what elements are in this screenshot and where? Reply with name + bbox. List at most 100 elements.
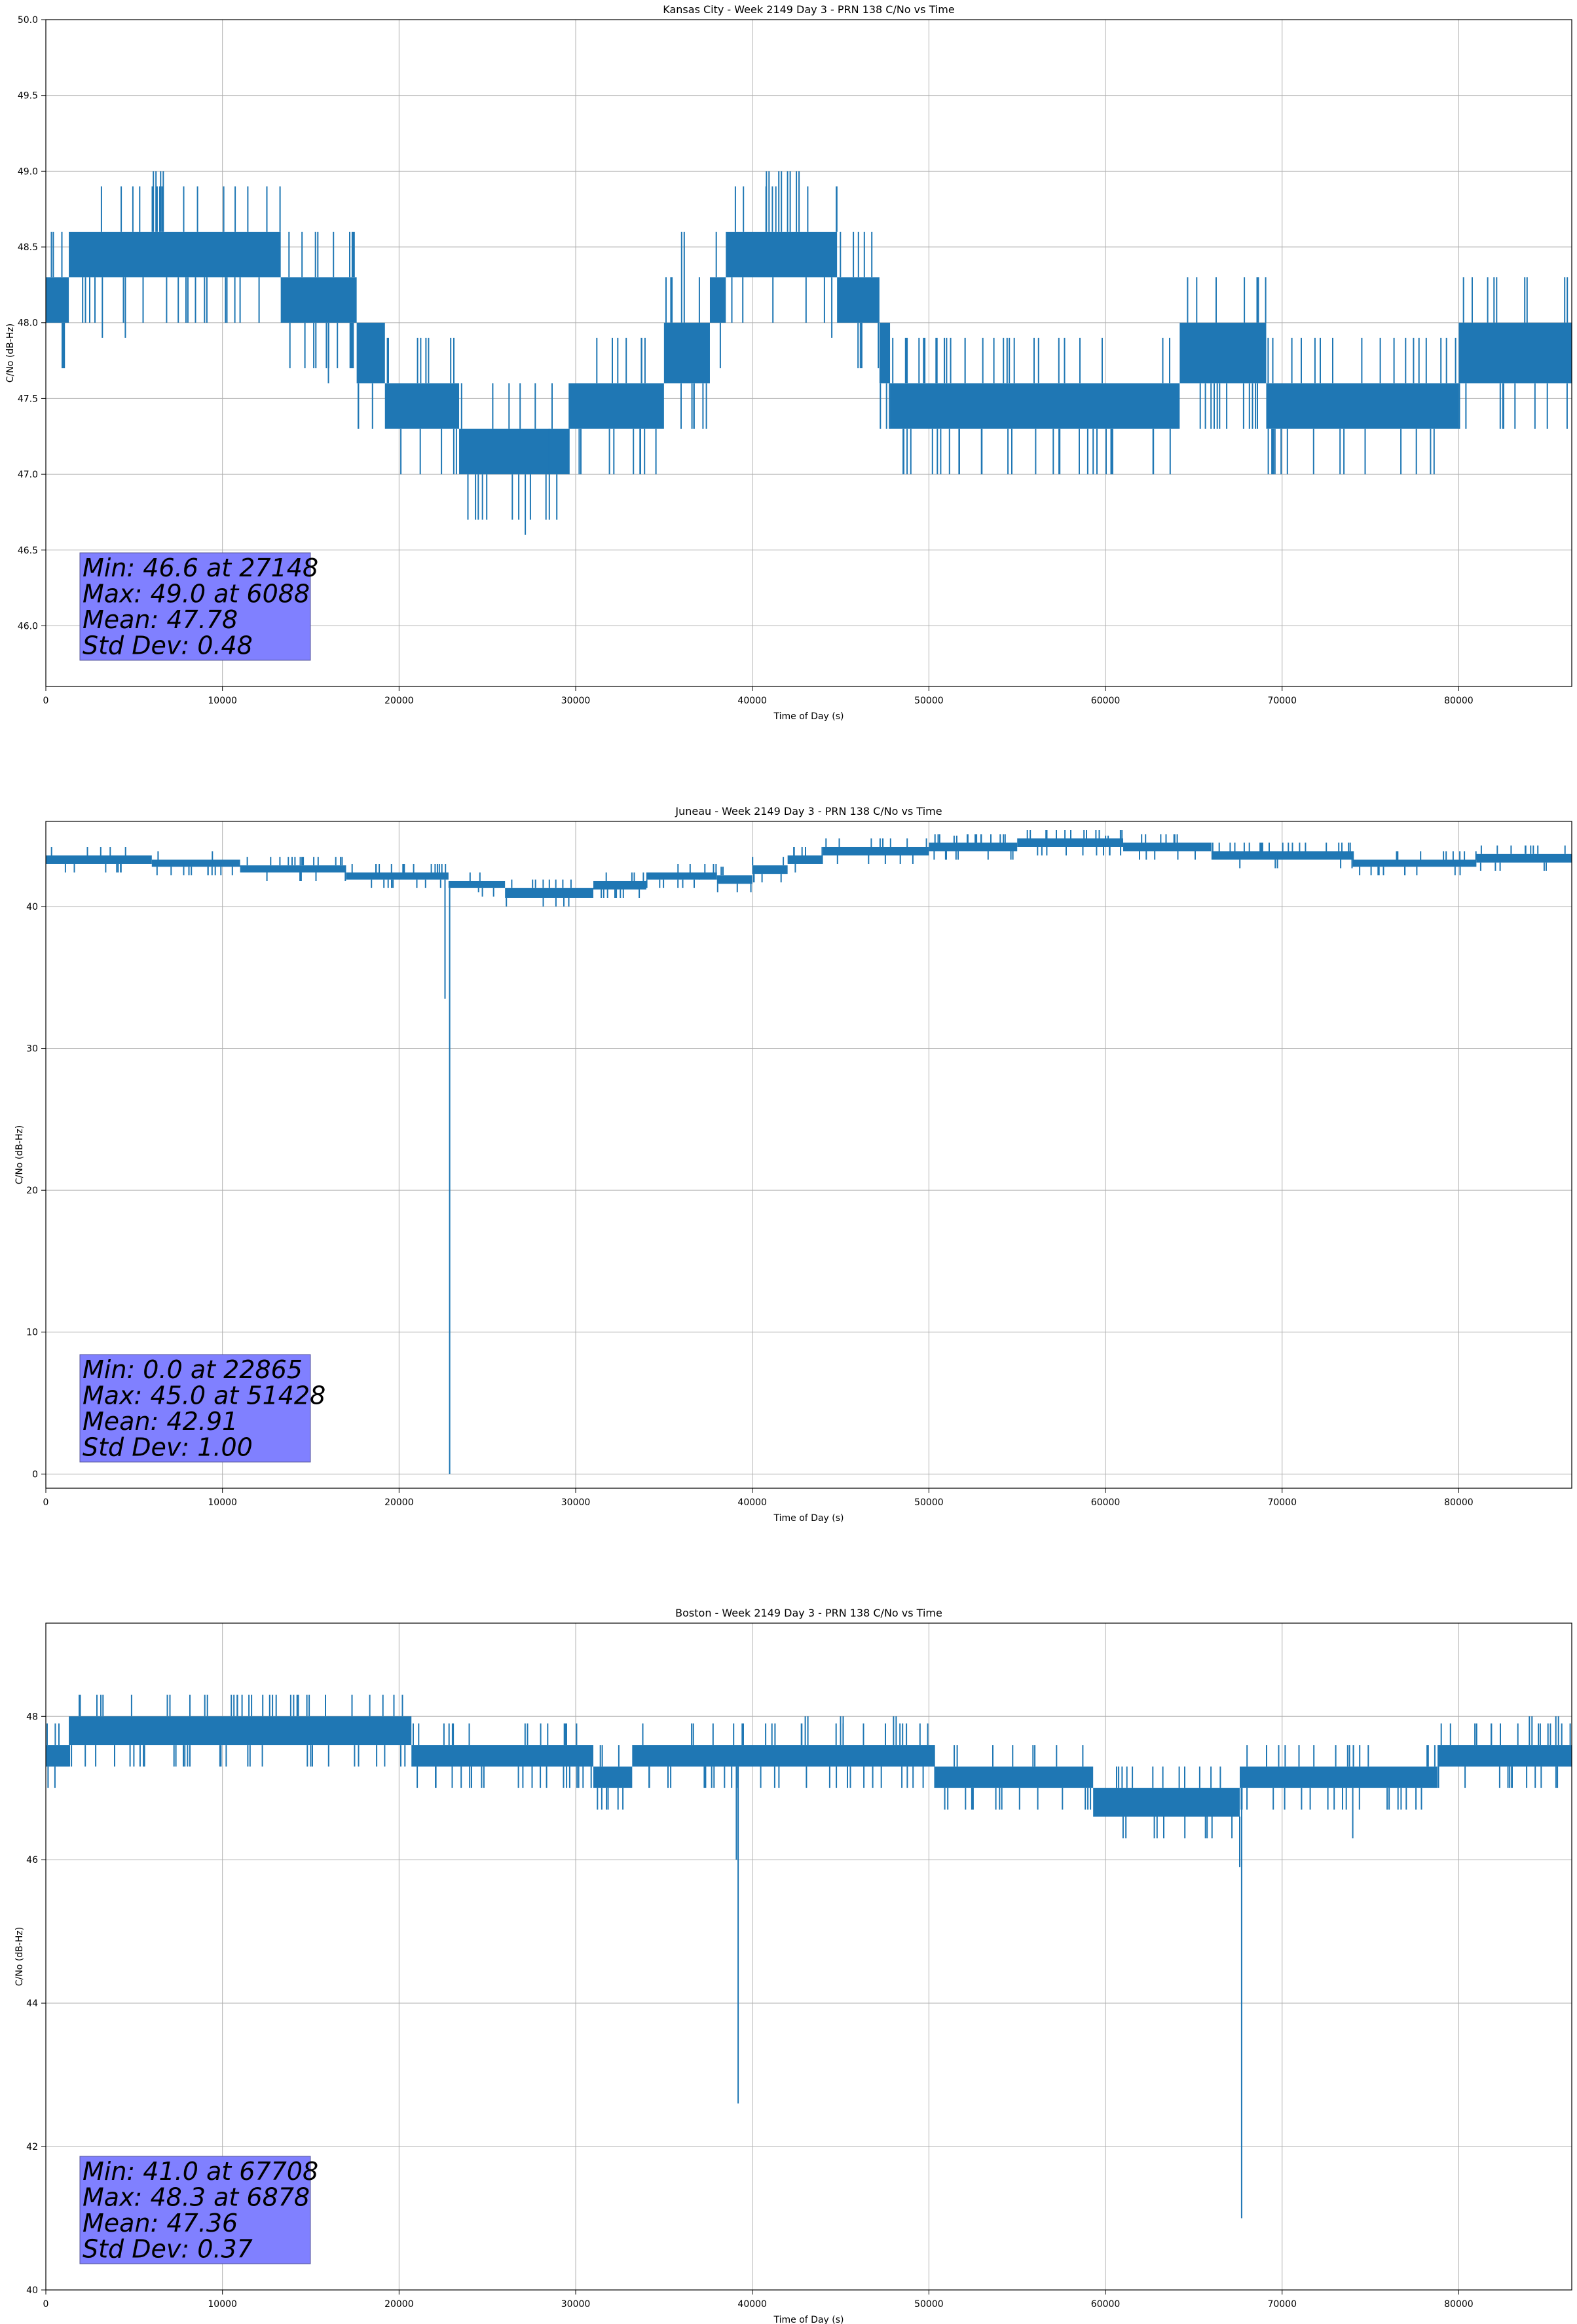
y-tick-label: 20 xyxy=(26,1186,38,1196)
chart-panel: 0 10000 20000 30000 40000 50000 60000 70000 8000… xyxy=(5,3,1572,722)
signal-band xyxy=(69,231,281,278)
x-tick-label: 0 xyxy=(43,696,49,706)
signal-band xyxy=(1458,322,1572,384)
y-axis-label: C/No (dB-Hz) xyxy=(5,324,16,383)
x-tick-label: 10000 xyxy=(208,696,237,706)
signal-band xyxy=(1352,859,1477,867)
signal-band xyxy=(787,855,823,864)
signal-band xyxy=(929,842,1018,852)
x-tick-label: 60000 xyxy=(1091,2299,1121,2310)
signal-band xyxy=(1476,853,1572,863)
signal-band xyxy=(46,277,69,323)
x-tick-label: 10000 xyxy=(208,2299,237,2310)
signal-band xyxy=(593,1766,633,1788)
signal-excursions xyxy=(50,171,1568,535)
stats-line: Mean: 42.91 xyxy=(83,1407,238,1436)
stats-line: Min: 46.6 at 27148 xyxy=(83,553,318,582)
signal-band xyxy=(1179,322,1267,384)
y-tick-label: 46.0 xyxy=(18,621,38,631)
stats-line: Min: 41.0 at 67708 xyxy=(83,2157,318,2186)
stats-box xyxy=(79,2156,311,2264)
stats-box xyxy=(79,1354,311,1463)
y-tick-label: 30 xyxy=(26,1044,38,1055)
signal-band xyxy=(1438,1745,1572,1767)
chart-title: Kansas City - Week 2149 Day 3 - PRN 138 … xyxy=(663,3,954,16)
signal-band xyxy=(568,383,664,429)
chart-panel: 0 10000 20000 30000 40000 50000 60000 70000 8000… xyxy=(14,805,1572,1524)
x-axis-label: Time of Day (s) xyxy=(773,1513,844,1524)
data-series xyxy=(46,171,1572,535)
signal-band xyxy=(46,855,152,864)
x-axis-label: Time of Day (s) xyxy=(773,2315,844,2324)
x-tick-label: 0 xyxy=(43,1497,49,1508)
y-tick-label: 44 xyxy=(26,1998,38,2009)
signal-band xyxy=(646,872,717,880)
signal-band xyxy=(632,1745,935,1767)
signal-band xyxy=(151,859,240,867)
x-tick-label: 60000 xyxy=(1091,696,1121,706)
data-series xyxy=(46,1695,1572,2219)
signal-band xyxy=(709,277,726,323)
stats-line: Std Dev: 0.37 xyxy=(83,2235,253,2264)
signal-band xyxy=(726,231,838,278)
stats-line: Std Dev: 0.48 xyxy=(83,631,253,660)
signal-band xyxy=(1240,1766,1438,1788)
x-tick-label: 70000 xyxy=(1267,696,1297,706)
x-tick-label: 80000 xyxy=(1444,1497,1474,1508)
x-tick-label: 40000 xyxy=(737,1497,767,1508)
y-tick-label: 49.0 xyxy=(18,166,38,177)
y-tick-label: 47.0 xyxy=(18,470,38,480)
stats-line: Max: 49.0 at 6088 xyxy=(83,580,310,609)
stats-line: Std Dev: 1.00 xyxy=(83,1433,253,1462)
axes-frame xyxy=(45,19,1572,687)
signal-band xyxy=(384,383,460,429)
signal-band xyxy=(716,875,752,884)
signal-band xyxy=(356,322,385,384)
y-tick-label: 48.5 xyxy=(18,242,38,253)
y-axis-label: C/No (dB-Hz) xyxy=(14,1125,25,1184)
signal-band xyxy=(411,1745,593,1767)
stats-line: Max: 45.0 at 51428 xyxy=(83,1381,325,1410)
signal-band xyxy=(1123,842,1212,852)
x-tick-label: 50000 xyxy=(914,2299,944,2310)
x-axis-label: Time of Day (s) xyxy=(773,711,844,722)
signal-band xyxy=(1266,383,1459,429)
signal-band xyxy=(593,880,646,890)
chart-panel: 0 10000 20000 30000 40000 50000 60000 70000 8000… xyxy=(14,1607,1572,2324)
signal-band xyxy=(879,322,891,384)
x-tick-label: 20000 xyxy=(384,2299,414,2310)
axes-frame xyxy=(45,1622,1572,2291)
x-tick-label: 40000 xyxy=(737,696,767,706)
y-tick-label: 40 xyxy=(26,902,38,912)
signal-band xyxy=(69,1716,412,1746)
signal-band xyxy=(448,880,506,888)
stats-box xyxy=(79,552,311,661)
x-tick-label: 40000 xyxy=(737,2299,767,2310)
stats-line: Mean: 47.36 xyxy=(83,2209,238,2238)
stats-line: Min: 0.0 at 22865 xyxy=(83,1355,303,1384)
data-series xyxy=(46,830,1572,1474)
x-tick-label: 80000 xyxy=(1444,2299,1474,2310)
chart-title: Boston - Week 2149 Day 3 - PRN 138 C/No … xyxy=(675,1607,942,1619)
y-tick-label: 50.0 xyxy=(18,15,38,26)
signal-band xyxy=(823,846,929,855)
x-tick-label: 50000 xyxy=(914,696,944,706)
x-tick-label: 70000 xyxy=(1267,2299,1297,2310)
signal-excursions xyxy=(46,1695,1571,2219)
x-tick-label: 30000 xyxy=(561,2299,591,2310)
y-tick-label: 40 xyxy=(26,2285,38,2296)
x-tick-label: 0 xyxy=(43,2299,49,2310)
x-tick-label: 30000 xyxy=(561,696,591,706)
stats-line: Mean: 47.78 xyxy=(83,605,238,634)
stats-line: Max: 48.3 at 6878 xyxy=(83,2183,310,2212)
x-tick-label: 20000 xyxy=(384,696,414,706)
x-tick-label: 60000 xyxy=(1091,1497,1121,1508)
chart-title: Juneau - Week 2149 Day 3 - PRN 138 C/No … xyxy=(675,805,942,817)
y-axis-label: C/No (dB-Hz) xyxy=(14,1927,25,1986)
x-tick-label: 80000 xyxy=(1444,696,1474,706)
axes-frame xyxy=(45,821,1572,1489)
x-tick-label: 50000 xyxy=(914,1497,944,1508)
x-tick-label: 10000 xyxy=(208,1497,237,1508)
signal-excursions xyxy=(50,830,1566,1474)
